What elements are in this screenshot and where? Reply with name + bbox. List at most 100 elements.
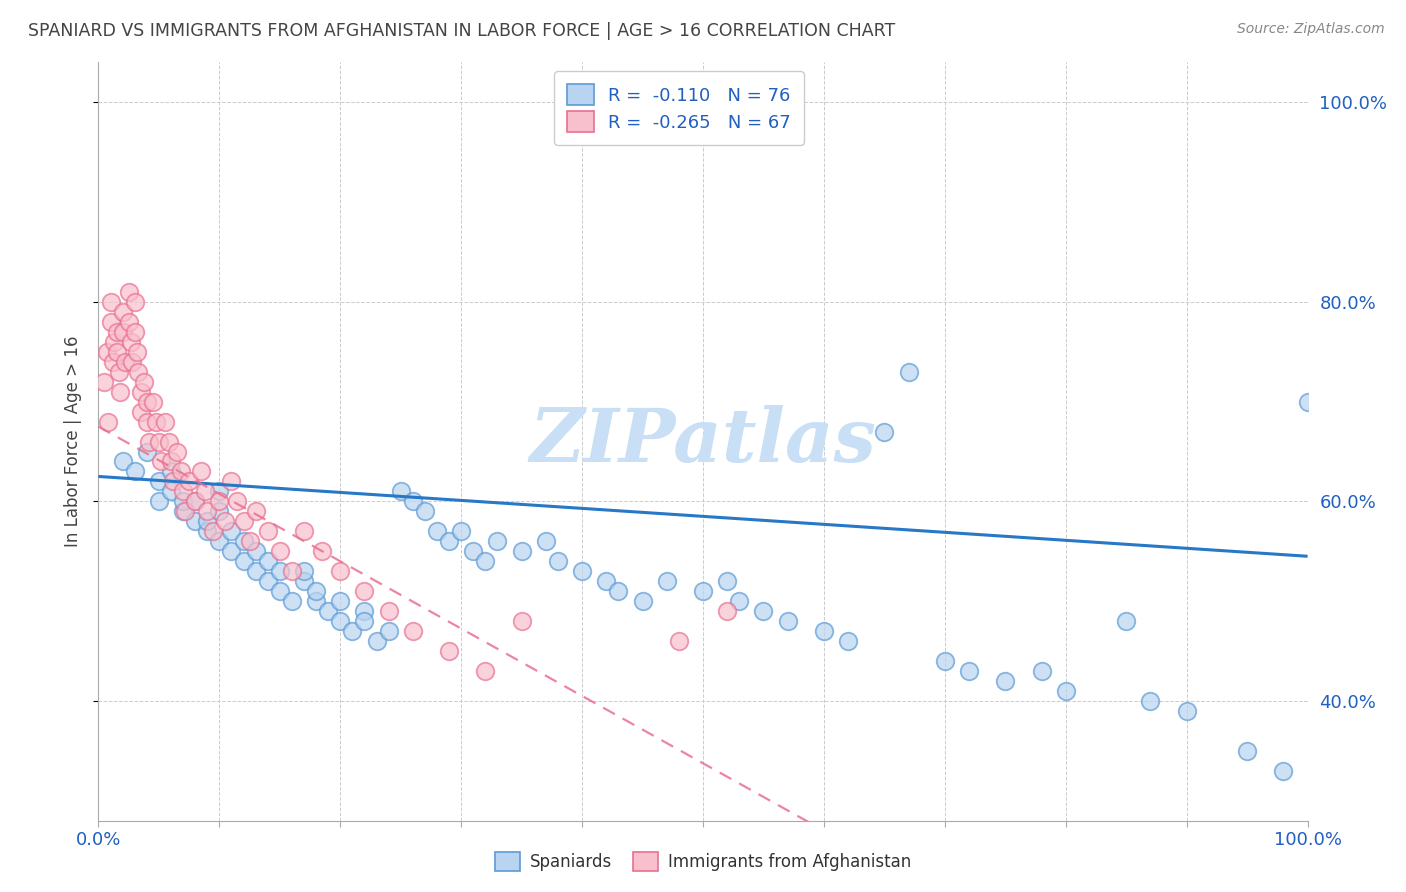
Point: [256, 554, 278, 568]
Point: [194, 484, 217, 499]
Point: [221, 544, 243, 558]
Point: [292, 574, 315, 589]
Point: [105, 325, 128, 339]
Point: [118, 285, 141, 299]
Point: [120, 334, 142, 349]
Point: [631, 594, 654, 608]
Point: [256, 574, 278, 589]
Point: [292, 524, 315, 539]
Point: [160, 484, 183, 499]
Point: [108, 365, 131, 379]
Point: [311, 544, 333, 558]
Point: [114, 355, 136, 369]
Point: [413, 504, 436, 518]
Point: [145, 415, 167, 429]
Point: [474, 664, 496, 678]
Point: [239, 534, 262, 549]
Point: [208, 484, 231, 499]
Point: [1115, 614, 1137, 628]
Point: [93, 375, 115, 389]
Point: [160, 465, 183, 479]
Point: [135, 394, 157, 409]
Point: [101, 355, 124, 369]
Point: [269, 564, 291, 578]
Point: [174, 504, 197, 518]
Point: [1296, 394, 1319, 409]
Point: [728, 594, 751, 608]
Point: [111, 305, 134, 319]
Point: [245, 564, 267, 578]
Legend: R =  -0.110   N = 76, R =  -0.265   N = 67: R = -0.110 N = 76, R = -0.265 N = 67: [554, 71, 804, 145]
Point: [162, 475, 184, 489]
Point: [172, 504, 194, 518]
Point: [245, 504, 267, 518]
Point: [153, 415, 176, 429]
Point: [148, 434, 170, 449]
Point: [127, 344, 149, 359]
Point: [486, 534, 509, 549]
Point: [269, 584, 291, 599]
Point: [752, 604, 775, 618]
Point: [1175, 704, 1198, 718]
Point: [208, 494, 231, 508]
Point: [100, 294, 122, 309]
Point: [353, 584, 375, 599]
Point: [342, 624, 364, 639]
Point: [837, 634, 859, 648]
Point: [595, 574, 617, 589]
Point: [221, 475, 243, 489]
Point: [148, 494, 170, 508]
Point: [366, 634, 388, 648]
Point: [329, 564, 352, 578]
Point: [129, 384, 152, 399]
Point: [510, 614, 533, 628]
Point: [329, 594, 352, 608]
Point: [571, 564, 593, 578]
Point: [190, 465, 212, 479]
Point: [256, 524, 278, 539]
Point: [208, 504, 231, 518]
Point: [281, 594, 304, 608]
Point: [184, 494, 207, 508]
Point: [245, 544, 267, 558]
Point: [232, 534, 254, 549]
Point: [172, 484, 194, 499]
Point: [135, 444, 157, 458]
Point: [221, 524, 243, 539]
Point: [1272, 764, 1295, 778]
Point: [172, 494, 194, 508]
Point: [166, 444, 188, 458]
Point: [179, 475, 201, 489]
Point: [232, 514, 254, 528]
Point: [129, 404, 152, 418]
Point: [463, 544, 485, 558]
Point: [281, 564, 304, 578]
Point: [776, 614, 799, 628]
Point: [353, 604, 375, 618]
Y-axis label: In Labor Force | Age > 16: In Labor Force | Age > 16: [65, 335, 83, 548]
Point: [1236, 744, 1258, 758]
Text: ZIPatlas: ZIPatlas: [530, 405, 876, 478]
Point: [118, 315, 141, 329]
Point: [292, 564, 315, 578]
Point: [716, 574, 738, 589]
Point: [169, 465, 191, 479]
Point: [142, 394, 165, 409]
Point: [389, 484, 412, 499]
Point: [108, 384, 131, 399]
Point: [329, 614, 352, 628]
Point: [195, 504, 218, 518]
Point: [655, 574, 678, 589]
Point: [377, 604, 399, 618]
Point: [232, 554, 254, 568]
Point: [124, 465, 146, 479]
Point: [195, 514, 218, 528]
Point: [668, 634, 690, 648]
Point: [202, 524, 225, 539]
Point: [134, 375, 156, 389]
Point: [692, 584, 714, 599]
Point: [897, 365, 920, 379]
Point: [1054, 684, 1077, 698]
Point: [127, 365, 149, 379]
Point: [124, 294, 146, 309]
